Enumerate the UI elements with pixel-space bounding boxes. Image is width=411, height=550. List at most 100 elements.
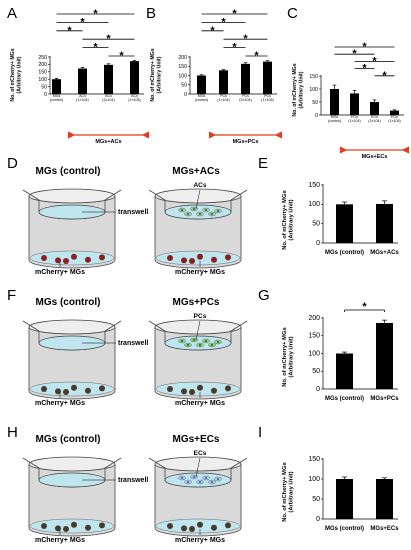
x-category-label: (1×105)	[128, 98, 141, 102]
x-category-label: MGs	[198, 94, 206, 98]
coculture-cell	[208, 342, 216, 348]
y-tick-label: 50	[181, 83, 187, 89]
group-label: MGs+ECs	[362, 154, 388, 160]
mcherry-mg-cell	[225, 385, 231, 392]
mcherry-mg-cell	[85, 524, 91, 531]
y-tick-label: 100	[308, 201, 320, 208]
bar	[376, 203, 393, 243]
mcherry-mg-cell	[225, 254, 231, 261]
x-category-label: (3×104)	[368, 119, 381, 123]
y-axis-label-line: (Arbitrary Unit)	[299, 71, 305, 108]
coculture-cell	[184, 342, 192, 348]
y-axis-label: No. of mCherry+ MGs (Arbitrary Unit)	[282, 462, 295, 521]
cell-nucleus	[187, 481, 189, 483]
diagram-title-right: MGs+ACs	[172, 166, 220, 177]
significance-star: *	[382, 70, 387, 82]
cell-label-pointer	[195, 189, 201, 210]
significance-star: *	[119, 50, 124, 62]
cell-nucleus	[193, 476, 195, 478]
group-label: MGs+PCs	[233, 139, 259, 145]
cell-label-pointer	[195, 320, 201, 341]
significance-star: *	[221, 16, 226, 28]
mcherry-mg-cell	[189, 258, 195, 264]
bar	[219, 70, 228, 94]
y-axis-label: No. of mCherry+ MGs (Arbitrary Unit)	[282, 327, 295, 386]
mcherry-mg-cell	[55, 525, 61, 532]
cell-nucleus	[199, 213, 201, 215]
mcherry-mg-cell	[189, 526, 195, 532]
panel-label-b: B	[146, 5, 156, 22]
mcherry-mg-cell	[181, 525, 187, 532]
y-tick-label: 100	[308, 350, 320, 357]
mcherry-mg-cell	[167, 255, 173, 261]
y-tick-label: 200	[38, 62, 47, 68]
x-category-label: MGs+ECs	[370, 526, 399, 532]
coculture-cell	[208, 479, 216, 485]
mg-label-left: mCherry+ MGs	[35, 400, 85, 407]
panel-label-c: C	[287, 5, 298, 22]
cell-nucleus	[187, 344, 189, 346]
y-axis-label-line: No. of mCherry+ MGs	[282, 327, 288, 386]
x-category-label: PCs	[242, 94, 249, 98]
cell-nucleus	[181, 340, 183, 342]
mg-label-left: mCherry+ MGs	[35, 537, 85, 544]
transwell-label: transwell	[118, 209, 148, 216]
well-rim	[28, 456, 116, 472]
y-tick-label: 100	[309, 87, 318, 93]
y-axis-label: No. of mCherry+ MGs (Arbitrary Unit)	[150, 48, 163, 101]
bar	[390, 110, 399, 115]
cell-nucleus	[193, 208, 195, 210]
significance-star: *	[362, 63, 367, 75]
x-category-label: MGs+ACs	[370, 250, 399, 256]
y-axis-label-line: No. of mCherry+ MGs	[282, 462, 288, 521]
significance-star: *	[352, 48, 357, 60]
mg-label-left: mCherry+ MGs	[35, 269, 85, 276]
diagram-title-right: MGs+PCs	[173, 297, 220, 308]
mcherry-mg-cell	[41, 386, 47, 392]
coculture-cell	[202, 338, 210, 344]
cell-nucleus	[205, 340, 207, 342]
diagram-title-left: MGs (control)	[36, 166, 101, 177]
mcherry-mg-cell	[189, 389, 195, 395]
mcherry-mg-cell	[71, 521, 77, 528]
bar	[104, 64, 113, 94]
y-tick-label: 100	[178, 73, 187, 79]
y-axis-label-line: No. of mCherry+ MGs	[282, 190, 288, 249]
coculture-cell	[196, 211, 204, 217]
y-axis-label-line: No. of mCherry+ MGs	[150, 48, 156, 101]
cell-nucleus	[205, 477, 207, 479]
cell-nucleus	[217, 341, 219, 343]
x-category-label: ACs	[79, 94, 86, 98]
mcherry-mg-cell	[197, 521, 203, 528]
bar	[130, 61, 139, 94]
transwell-well	[22, 319, 122, 400]
coculture-cell	[184, 479, 192, 485]
panel-label-f: F	[7, 287, 16, 304]
well-rim	[154, 319, 242, 335]
significance-star: *	[232, 42, 237, 54]
chart-b: No. of mCherry+ MGs (Arbitrary Unit) 0 50 10…	[150, 8, 282, 145]
significance-star: *	[93, 42, 98, 54]
bar	[336, 204, 353, 243]
x-category-label: (1×104)	[76, 98, 89, 102]
bar	[263, 61, 272, 94]
mcherry-mg-cell	[167, 386, 173, 392]
coculture-cell	[214, 208, 222, 214]
mcherry-mg-cell	[41, 255, 47, 261]
chart-g: No. of mCherry+ MGs (Arbitrary Unit) 0 50 10…	[282, 301, 399, 402]
significance-star: *	[106, 33, 111, 45]
coculture-cell	[208, 211, 216, 217]
bar	[197, 75, 206, 94]
y-tick-label: 50	[312, 496, 320, 503]
mg-label-right: mCherry+ MGs	[175, 269, 225, 276]
y-tick-label: 150	[308, 333, 320, 340]
x-category-label: (3×104)	[102, 98, 115, 102]
coculture-cell	[178, 207, 186, 213]
chart-i: No. of mCherry+ MGs (Arbitrary Unit) 0 50 10…	[282, 456, 399, 532]
mcherry-mg-cell	[167, 523, 173, 529]
cell-nucleus	[205, 209, 207, 211]
significance-star: *	[362, 301, 367, 313]
y-axis-label-line: (Arbitrary Unit)	[17, 56, 23, 93]
coculture-cell	[196, 479, 204, 485]
mg-label-right: mCherry+ MGs	[175, 537, 225, 544]
